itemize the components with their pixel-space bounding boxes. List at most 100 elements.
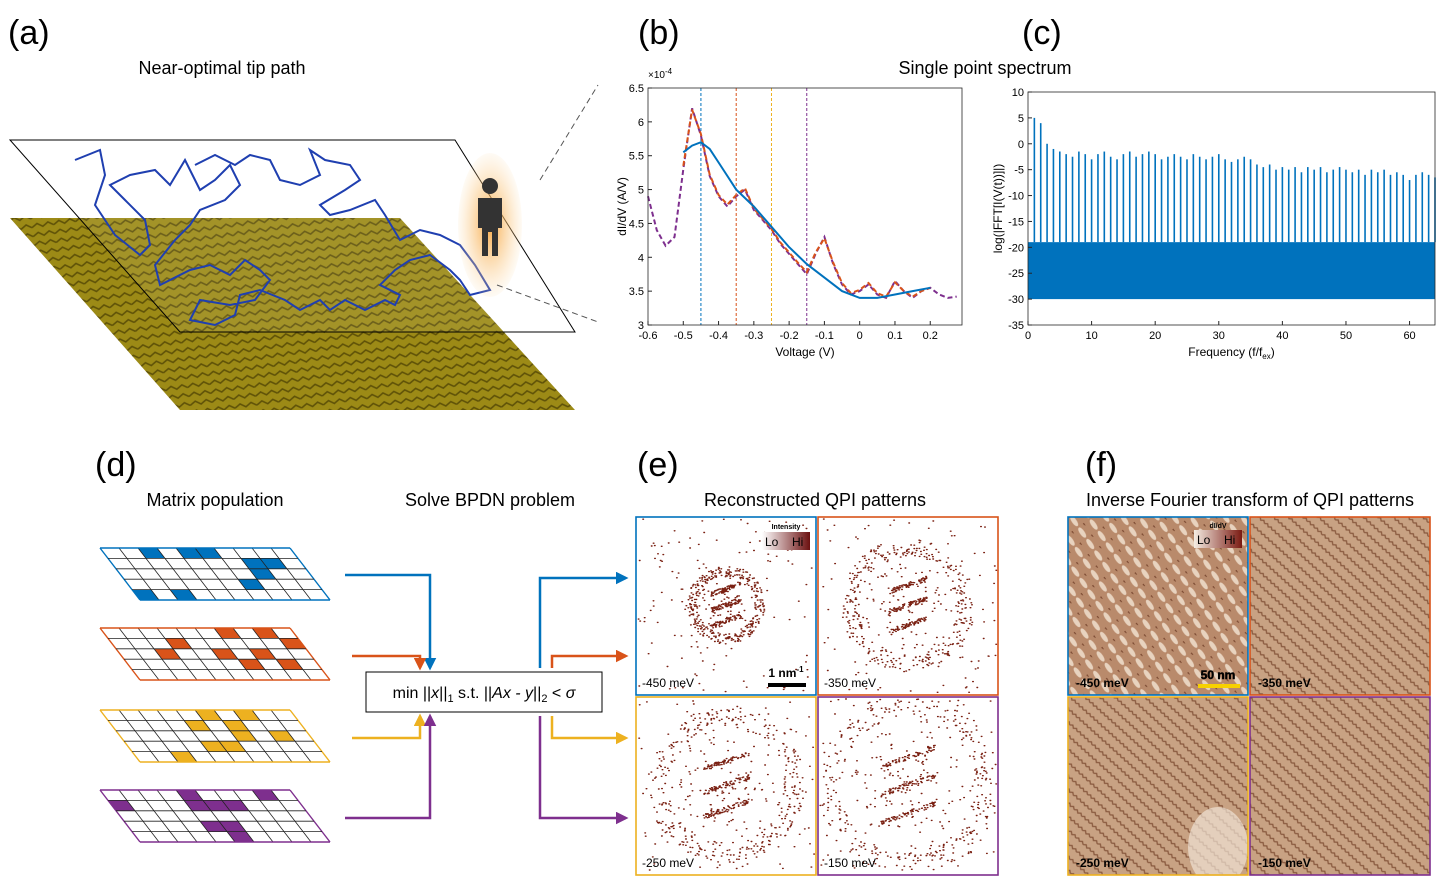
grid-cell-line (176, 628, 216, 680)
y-tick-label: 6 (638, 117, 644, 129)
energy-label: -350 meV (1258, 676, 1311, 690)
flow-arrow (345, 575, 430, 668)
y-tick-label: 3.5 (629, 286, 644, 298)
figure: (a)Near-optimal tip path(b)(c)Single poi… (0, 0, 1449, 876)
grid-cell-line (290, 710, 330, 762)
x-tick-label: 10 (1085, 330, 1097, 342)
x-tick-label: -0.1 (815, 330, 834, 342)
noise-band (1028, 242, 1435, 299)
y-tick-label: 5.5 (629, 151, 644, 163)
formula-part: σ (566, 685, 577, 702)
y-tick-label: -10 (1008, 191, 1024, 203)
colorbar-hi: Hi (1224, 533, 1235, 547)
y-exponent-base: ×10 (648, 70, 665, 81)
flow-arrow (552, 656, 626, 668)
energy-label: -350 meV (824, 676, 876, 690)
person-head (482, 178, 498, 194)
y-tick-label: 3 (638, 320, 644, 332)
grid-cell-line (119, 710, 159, 762)
axes-box (648, 88, 962, 325)
grid-cell-line (271, 628, 311, 680)
formula-part: || (439, 685, 447, 702)
grid-cell-line (119, 790, 159, 842)
real-space-image (1250, 517, 1430, 695)
energy-label: -450 meV (642, 676, 694, 690)
y-tick-label: 10 (1012, 87, 1024, 99)
flow-arrow (540, 578, 626, 668)
y-tick-label: 4 (638, 252, 644, 264)
panel-title: Matrix population (146, 490, 283, 510)
real-space-image (1250, 697, 1430, 875)
colorbar-title: dI/dV (1209, 523, 1226, 530)
energy-label: -250 meV (1076, 856, 1129, 870)
panel-title: Near-optimal tip path (138, 58, 305, 78)
y-exponent-power: -4 (665, 67, 673, 76)
grid-cell-line (214, 548, 254, 600)
panel-title: Solve BPDN problem (405, 490, 575, 510)
panel-title: Reconstructed QPI patterns (704, 490, 926, 510)
zoom-line (540, 85, 598, 180)
grid-cell-line (100, 548, 140, 600)
x-axis-label-part: ex (1262, 352, 1270, 361)
colorbar-lo: Lo (765, 535, 779, 549)
panel-label: (a) (8, 14, 50, 52)
scalebar-label-part: 1 nm (768, 666, 796, 680)
panel-label: (e) (637, 446, 679, 484)
grid-cell-line (290, 628, 330, 680)
series-line (648, 108, 957, 298)
energy-label: -150 meV (824, 856, 876, 870)
y-tick-label: -35 (1008, 320, 1024, 332)
x-tick-label: 0 (1025, 330, 1031, 342)
qpi-image (818, 697, 998, 875)
y-tick-label: -25 (1008, 268, 1024, 280)
x-axis-label: Frequency (f/fex) (1188, 345, 1274, 361)
panel-label: (b) (638, 14, 680, 52)
colorbar-lo: Lo (1197, 533, 1211, 547)
grid-cell-line (100, 628, 140, 680)
x-axis-label-part: Frequency (f/f (1188, 345, 1263, 359)
x-tick-label: -0.5 (674, 330, 693, 342)
x-tick-label: 20 (1149, 330, 1161, 342)
formula-part: min || (393, 685, 432, 702)
scalebar-label-part: -1 (796, 665, 804, 674)
y-tick-label: 4.5 (629, 218, 644, 230)
y-tick-label: 6.5 (629, 83, 644, 95)
y-exponent: ×10-4 (648, 67, 673, 81)
formula-part: < (547, 685, 565, 702)
grid-cell-line (138, 790, 178, 842)
qpi-image (818, 517, 998, 695)
grid-cell-line (290, 790, 330, 842)
panel-title: Single point spectrum (898, 58, 1071, 78)
grid-cell-line (100, 790, 140, 842)
y-axis-label: dI/dV (A/V) (615, 177, 629, 236)
x-tick-label: 0 (857, 330, 863, 342)
y-tick-label: -5 (1014, 165, 1024, 177)
x-tick-label: 0.2 (923, 330, 938, 342)
grid-cell-line (100, 710, 140, 762)
energy-label: -450 meV (1076, 676, 1129, 690)
x-axis-label-part: ) (1271, 345, 1275, 359)
formula-part: || (533, 685, 541, 702)
panel-label: (f) (1085, 446, 1117, 484)
x-tick-label: 40 (1276, 330, 1288, 342)
y-tick-label: 5 (1018, 113, 1024, 125)
grid-cell-line (138, 710, 178, 762)
x-tick-label: 0.1 (887, 330, 902, 342)
flow-arrow (352, 656, 420, 668)
y-tick-label: -20 (1008, 242, 1024, 254)
x-tick-label: 30 (1213, 330, 1225, 342)
colorbar-title: Intensity (772, 524, 801, 531)
y-tick-label: -30 (1008, 294, 1024, 306)
grid-cell-line (290, 548, 330, 600)
grid-cell-line (195, 790, 235, 842)
y-tick-label: 0 (1018, 139, 1024, 151)
x-axis-label: Voltage (V) (775, 345, 834, 359)
y-axis-label: log(|FFT[I(V(t))]|) (991, 164, 1005, 254)
energy-label: -150 meV (1258, 856, 1311, 870)
x-tick-label: -0.2 (780, 330, 799, 342)
x-tick-label: 60 (1403, 330, 1415, 342)
panel-label: (d) (95, 446, 137, 484)
x-tick-label: 50 (1340, 330, 1352, 342)
x-tick-label: -0.3 (744, 330, 763, 342)
grid-cell-line (271, 790, 311, 842)
